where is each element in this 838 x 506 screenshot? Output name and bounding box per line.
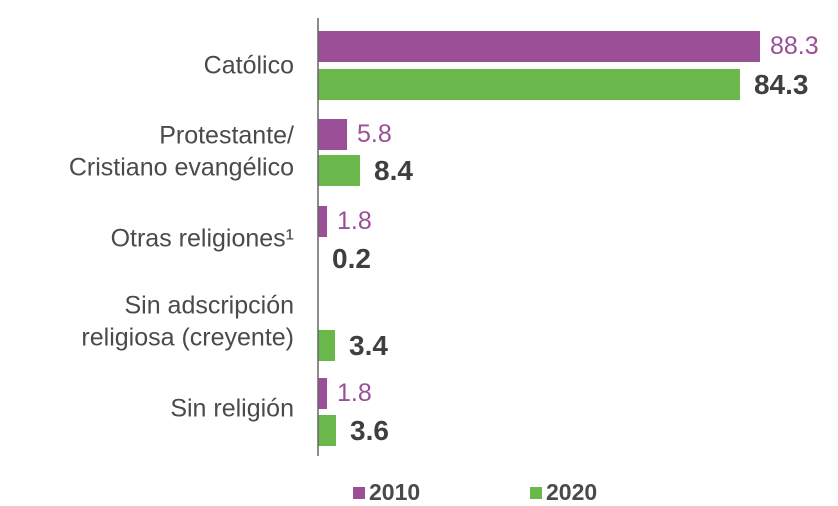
bar-2020 xyxy=(318,330,336,361)
legend-label-2020: 2020 xyxy=(546,479,597,505)
category-labels: Católico Protestante/Cristiano evangélico… xyxy=(69,52,294,423)
data-labels: 88.384.35.88.41.80.23.41.83.6 xyxy=(332,32,819,446)
data-label-2020: 8.4 xyxy=(374,155,413,186)
category-label: Sin adscripción xyxy=(124,292,294,320)
bar-2020 xyxy=(318,155,361,186)
category-label: Sin religión xyxy=(170,395,294,423)
category-label: Protestante/ xyxy=(159,122,294,150)
data-label-2010: 1.8 xyxy=(337,207,372,235)
legend-label-2010: 2010 xyxy=(369,479,420,505)
bars xyxy=(318,31,760,446)
category-label: Otras religiones¹ xyxy=(111,225,294,253)
bar-2010 xyxy=(318,119,348,150)
data-label-2020: 3.6 xyxy=(350,415,389,446)
legend-swatch-2020 xyxy=(530,487,542,499)
data-label-2020: 84.3 xyxy=(754,69,809,100)
legend-swatch-2010 xyxy=(353,487,365,499)
data-label-2010: 88.3 xyxy=(770,32,819,60)
category-label: religiosa (creyente) xyxy=(81,324,294,352)
data-label-2010: 1.8 xyxy=(337,379,372,407)
data-label-2020: 0.2 xyxy=(332,243,371,274)
bar-2020 xyxy=(318,69,740,100)
category-label: Católico xyxy=(204,52,294,80)
bar-2010 xyxy=(318,378,328,409)
bar-2010 xyxy=(318,206,328,237)
data-label-2010: 5.8 xyxy=(357,120,392,148)
category-label: Cristiano evangélico xyxy=(69,154,294,182)
legend: 2010 2020 xyxy=(353,479,597,505)
bar-2010 xyxy=(318,31,760,62)
data-label-2020: 3.4 xyxy=(349,330,388,361)
bar-2020 xyxy=(318,415,337,446)
